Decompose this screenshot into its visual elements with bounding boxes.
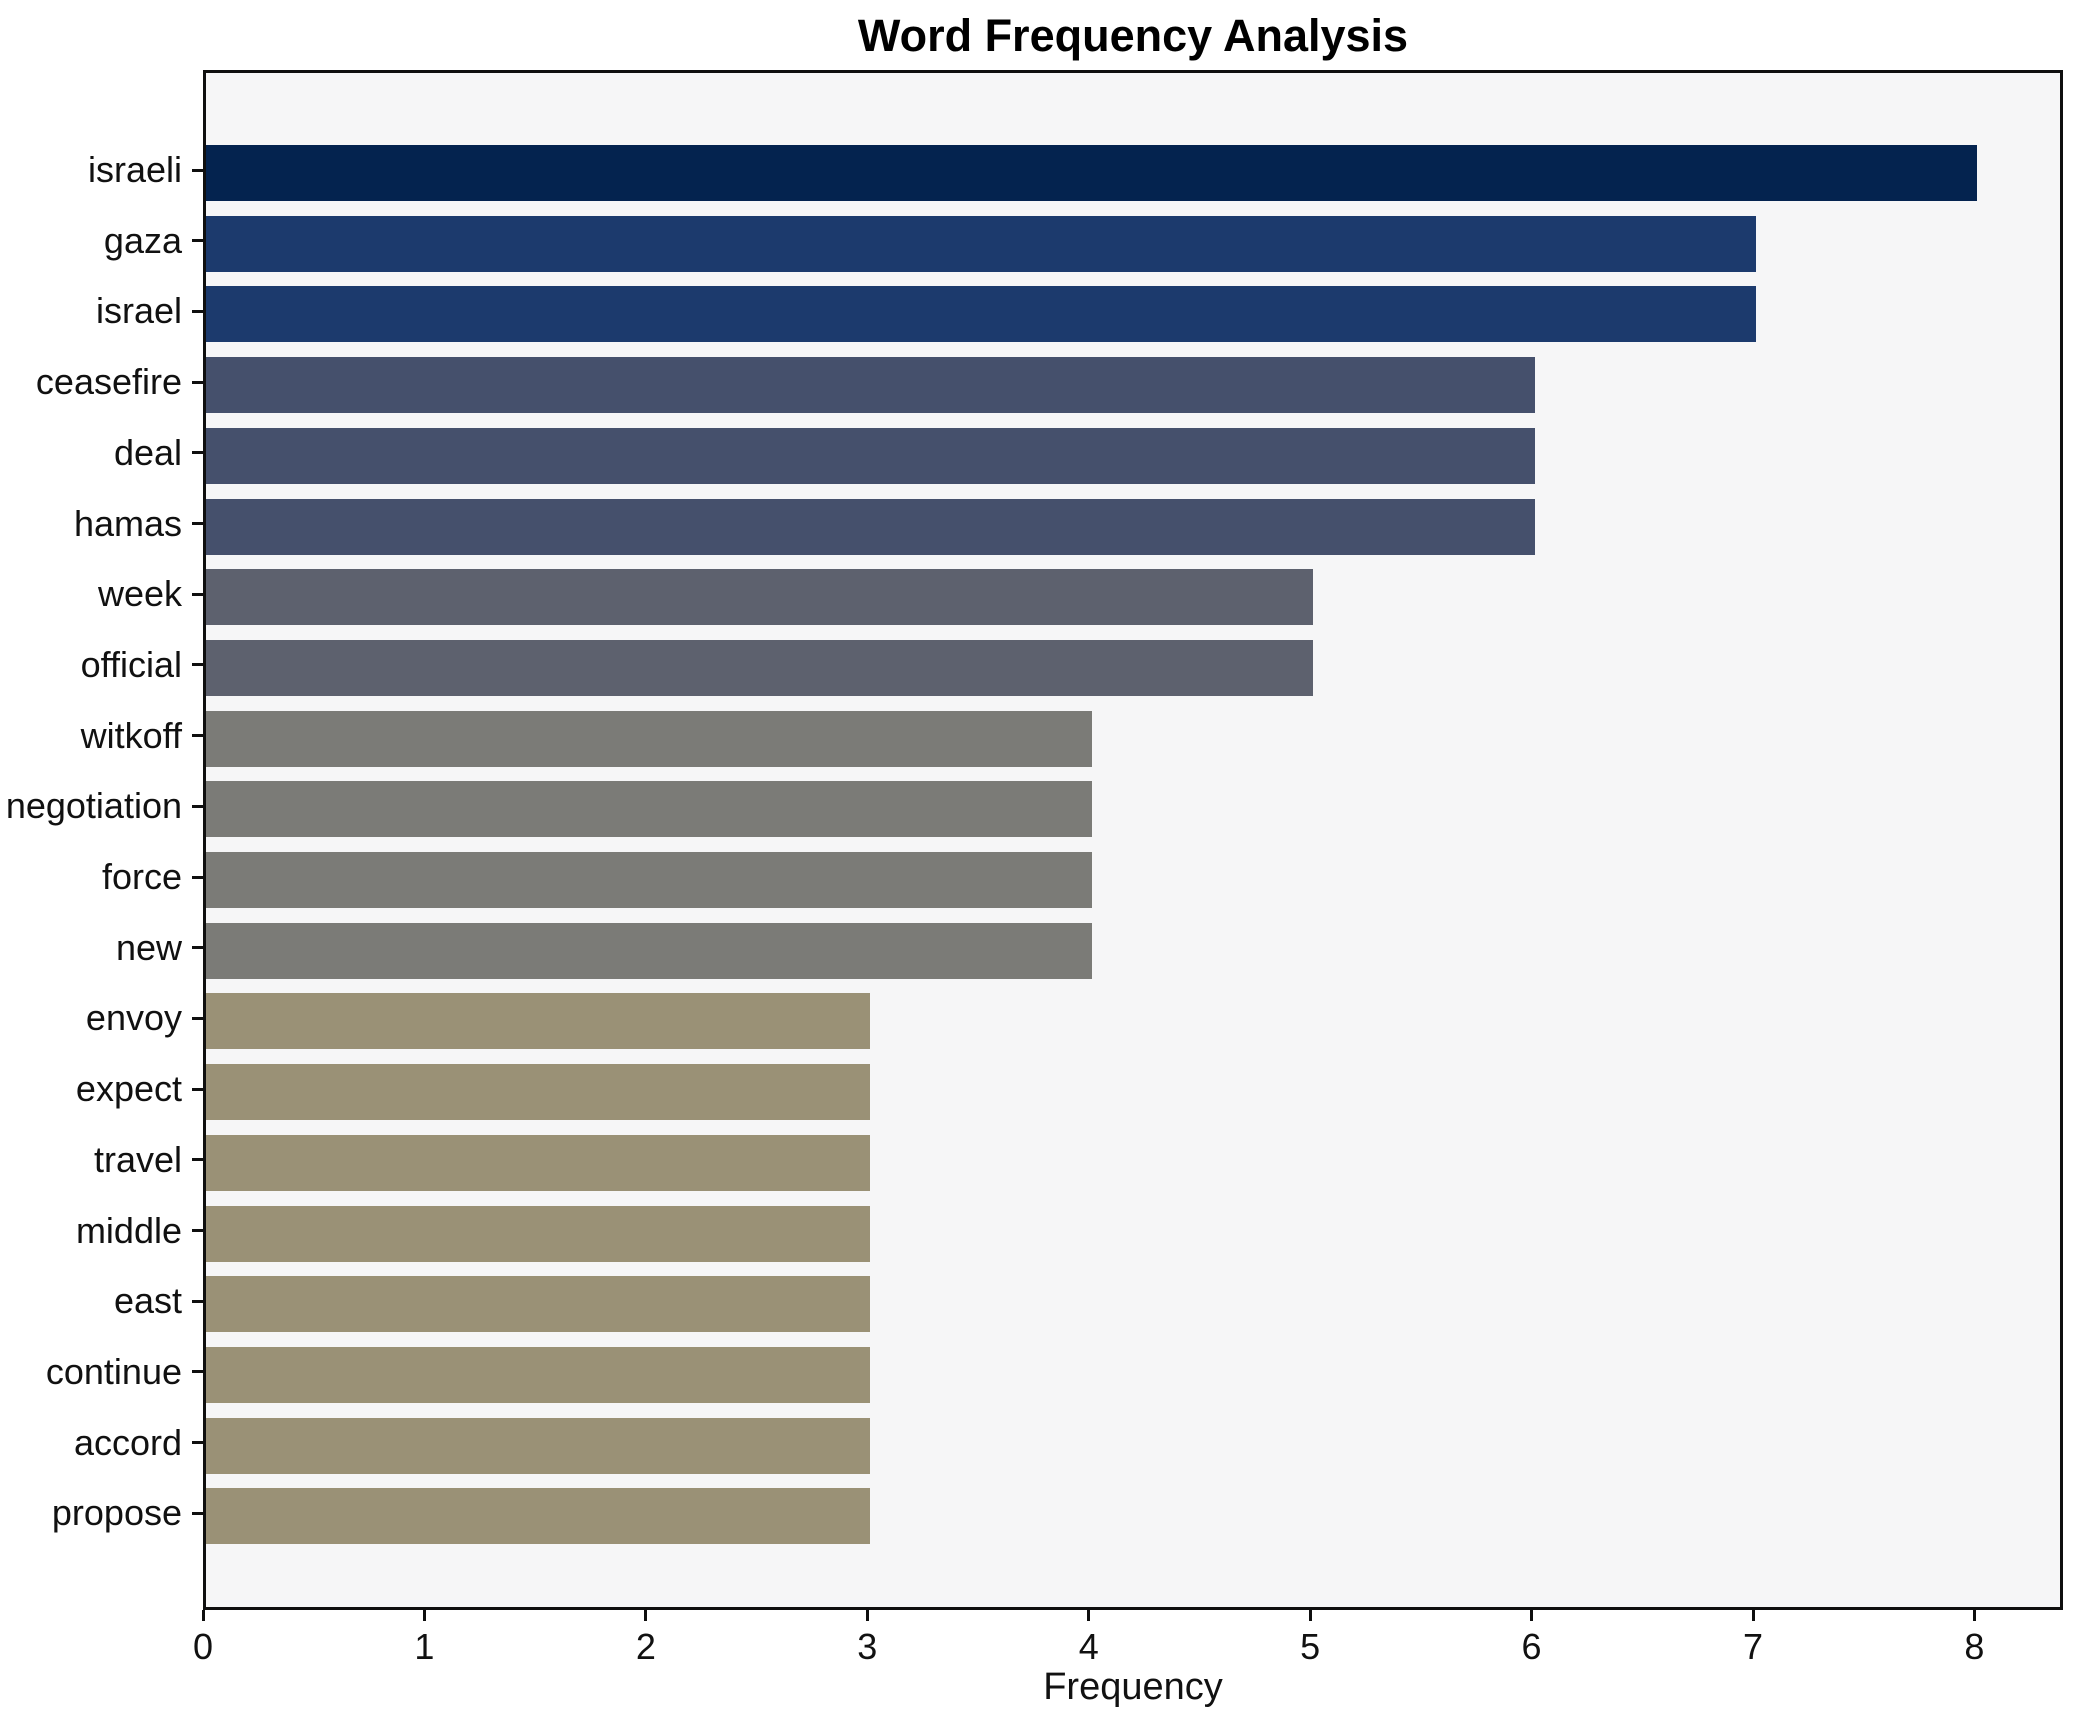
bar-official [206, 639, 1313, 696]
chart-title: Word Frequency Analysis [857, 10, 1409, 61]
x-tick-mark [1972, 1610, 1976, 1621]
x-tick-mark [1308, 1610, 1312, 1621]
y-tick-label-travel: travel [93, 1138, 182, 1180]
bar-ceasefire [206, 357, 1535, 414]
y-tick-mark [192, 1158, 203, 1162]
x-tick-label-1: 1 [414, 1626, 435, 1667]
bar-israel [206, 286, 1756, 343]
y-tick-mark [192, 239, 203, 243]
bar-middle [206, 1205, 870, 1262]
bar-negotiation [206, 781, 1092, 838]
y-tick-label-official: official [80, 643, 182, 685]
y-tick-label-east: east [113, 1280, 182, 1322]
y-tick-label-new: new [115, 926, 182, 968]
y-tick-mark [192, 309, 203, 313]
x-tick-label-3: 3 [857, 1626, 878, 1667]
y-tick-label-propose: propose [51, 1492, 182, 1534]
bar-propose [206, 1488, 870, 1545]
y-tick-label-middle: middle [75, 1209, 182, 1251]
x-tick-mark [422, 1610, 426, 1621]
x-axis-label: Frequency [1043, 1666, 1223, 1708]
x-tick-mark [644, 1610, 648, 1621]
y-tick-label-gaza: gaza [103, 219, 182, 261]
y-tick-label-week: week [97, 573, 182, 615]
x-tick-mark [201, 1610, 205, 1621]
bar-israeli [206, 145, 1977, 201]
y-tick-mark [192, 946, 203, 950]
y-tick-mark [192, 1370, 203, 1374]
bar-hamas [206, 498, 1535, 555]
bar-accord [206, 1417, 870, 1474]
y-tick-mark [192, 804, 203, 808]
y-tick-mark [192, 734, 203, 738]
y-tick-label-negotiation: negotiation [5, 785, 182, 827]
bar-new [206, 922, 1092, 979]
y-tick-label-force: force [101, 856, 182, 897]
y-tick-mark [192, 380, 203, 384]
x-tick-label-7: 7 [1742, 1626, 1764, 1667]
y-tick-label-israel: israel [95, 290, 182, 332]
x-tick-label-5: 5 [1300, 1626, 1321, 1667]
x-tick-label-6: 6 [1521, 1626, 1542, 1667]
bar-continue [206, 1346, 870, 1403]
y-tick-mark [192, 451, 203, 455]
y-tick-mark [192, 522, 203, 525]
y-tick-mark [192, 592, 203, 596]
bar-envoy [206, 993, 870, 1050]
bar-gaza [206, 215, 1756, 272]
x-tick-mark [865, 1610, 869, 1621]
x-tick-mark [1530, 1610, 1534, 1621]
y-tick-mark [192, 1229, 203, 1232]
bar-deal [206, 427, 1535, 484]
bar-expect [206, 1064, 870, 1121]
y-tick-label-accord: accord [73, 1421, 182, 1463]
y-tick-label-expect: expect [75, 1068, 182, 1110]
y-tick-mark [192, 663, 203, 667]
bar-travel [206, 1134, 870, 1191]
y-tick-mark [192, 1511, 203, 1515]
y-tick-label-hamas: hamas [73, 502, 182, 544]
bar-week [206, 569, 1313, 626]
bar-force [206, 852, 1092, 908]
x-tick-label-2: 2 [635, 1626, 656, 1667]
y-tick-mark [192, 1299, 203, 1303]
y-tick-label-witkoff: witkoff [80, 714, 182, 756]
x-tick-mark [1087, 1610, 1091, 1621]
y-tick-mark [192, 1441, 203, 1445]
y-tick-mark [192, 1087, 203, 1091]
x-tick-label-4: 4 [1078, 1626, 1099, 1667]
y-tick-label-continue: continue [45, 1350, 182, 1392]
y-tick-mark [192, 168, 203, 172]
y-tick-mark [192, 875, 203, 879]
y-tick-mark [192, 1016, 203, 1020]
y-tick-label-envoy: envoy [85, 997, 182, 1039]
x-tick-mark [1751, 1610, 1755, 1621]
y-tick-label-ceasefire: ceasefire [35, 361, 182, 403]
y-tick-label-deal: deal [113, 431, 182, 473]
bar-east [206, 1276, 870, 1333]
y-tick-label-israeli: israeli [87, 149, 182, 190]
bar-witkoff [206, 710, 1092, 767]
x-tick-label-0: 0 [192, 1626, 214, 1667]
x-tick-label-8: 8 [1964, 1626, 1985, 1667]
plot-area [203, 70, 2063, 1610]
